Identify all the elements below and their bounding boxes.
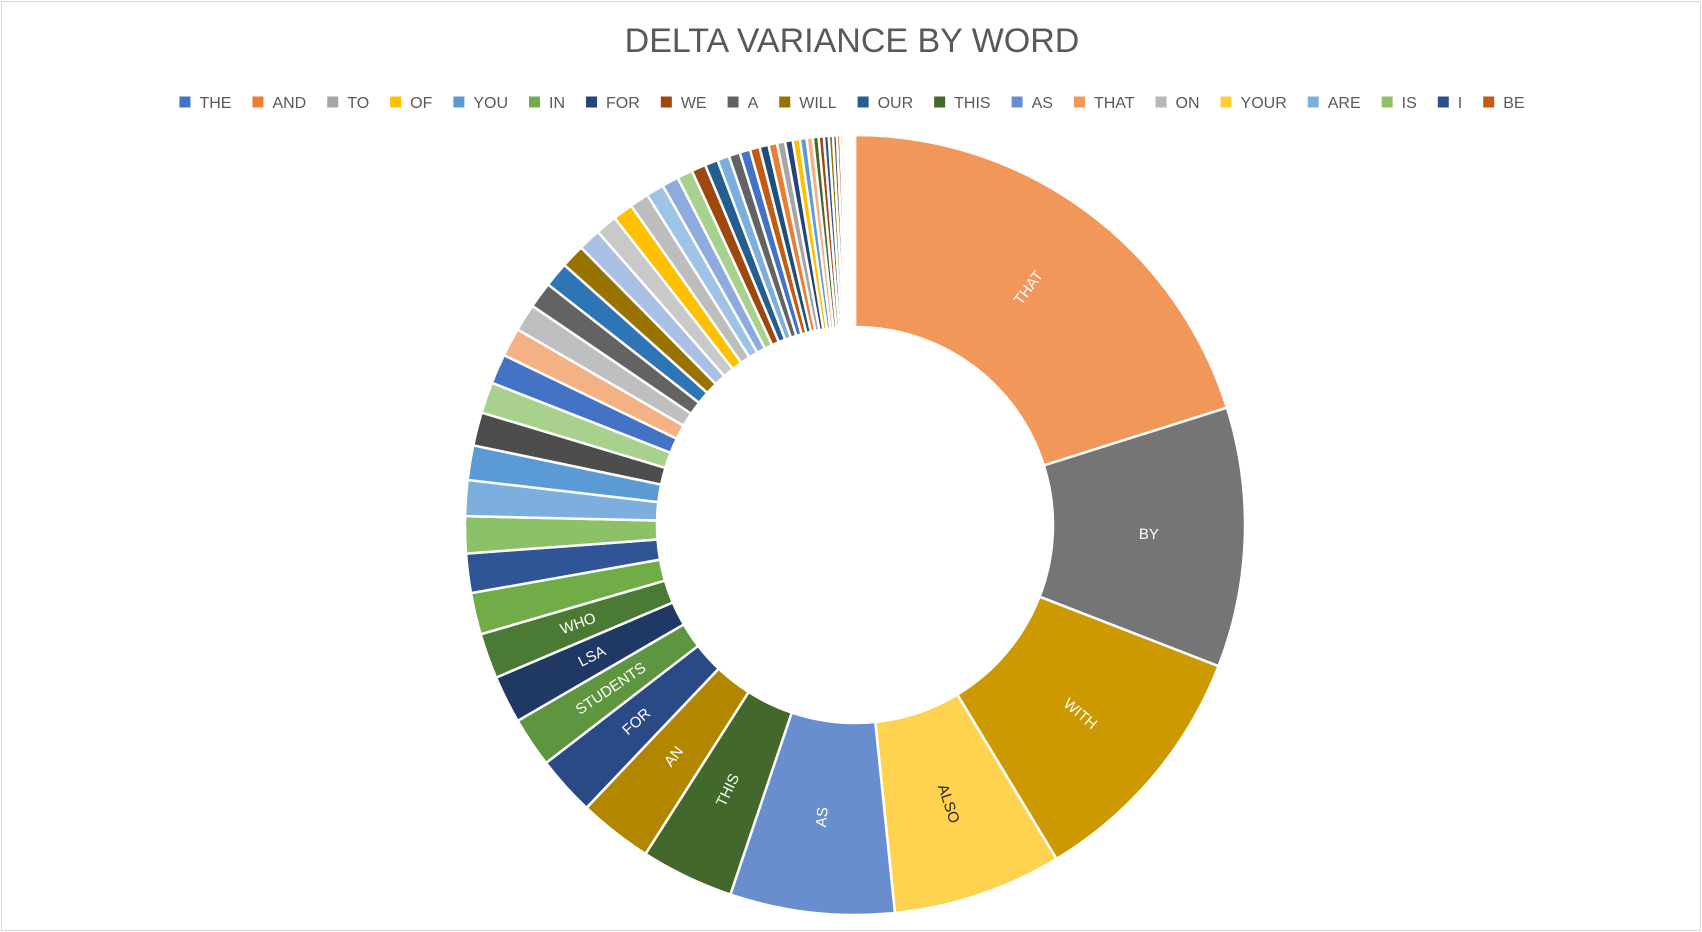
legend-swatch bbox=[529, 96, 541, 108]
legend-label: BE bbox=[1503, 95, 1524, 112]
legend-item: WE bbox=[660, 95, 707, 112]
chart-title: DELTA VARIANCE BY WORD bbox=[625, 22, 1080, 60]
legend-item: WILL bbox=[779, 95, 837, 112]
legend-label: ARE bbox=[1328, 95, 1361, 112]
legend-swatch bbox=[1220, 96, 1232, 108]
legend-label: IS bbox=[1402, 95, 1417, 112]
legend-swatch bbox=[1011, 96, 1023, 108]
legend-swatch bbox=[252, 96, 264, 108]
legend-item: I bbox=[1437, 95, 1462, 112]
legend-swatch bbox=[390, 96, 402, 108]
legend-label: I bbox=[1458, 95, 1462, 112]
legend-item: OUR bbox=[857, 95, 914, 112]
donut-slice bbox=[852, 133, 857, 329]
legend-label: YOUR bbox=[1241, 95, 1287, 112]
legend-swatch bbox=[857, 96, 869, 108]
legend-label: WILL bbox=[799, 95, 836, 112]
legend-swatch bbox=[660, 96, 672, 108]
donut-slices bbox=[463, 133, 1247, 917]
legend-swatch bbox=[327, 96, 339, 108]
legend-label: WE bbox=[681, 95, 707, 112]
legend-label: THAT bbox=[1094, 95, 1135, 112]
legend-item: THAT bbox=[1073, 95, 1135, 112]
legend-label: IN bbox=[549, 95, 565, 112]
legend-item: A bbox=[727, 95, 759, 112]
legend-item: AS bbox=[1011, 95, 1053, 112]
legend-item: AND bbox=[252, 95, 306, 112]
legend-swatch bbox=[1073, 96, 1085, 108]
legend-label: THE bbox=[199, 95, 231, 112]
legend-item: YOUR bbox=[1220, 95, 1287, 112]
legend-swatch bbox=[1437, 96, 1449, 108]
chart-legend: THE AND TO OF YOU IN FOR WE A WILL OUR THIS AS THAT ON… bbox=[179, 95, 1525, 112]
legend-item: THE bbox=[179, 95, 231, 112]
legend-label: FOR bbox=[606, 95, 640, 112]
legend-label: THIS bbox=[954, 95, 990, 112]
legend-item: OF bbox=[390, 95, 433, 112]
legend-item: ON bbox=[1155, 95, 1200, 112]
legend-label: AS bbox=[1032, 95, 1053, 112]
legend-label: A bbox=[748, 95, 759, 112]
legend-swatch bbox=[1483, 96, 1495, 108]
legend-item: TO bbox=[327, 95, 369, 112]
legend-item: THIS bbox=[934, 95, 991, 112]
legend-label: ON bbox=[1176, 95, 1200, 112]
legend-label: YOU bbox=[473, 95, 508, 112]
legend-label: AND bbox=[272, 95, 306, 112]
legend-swatch bbox=[1155, 96, 1167, 108]
legend-swatch bbox=[1307, 96, 1319, 108]
legend-item: ARE bbox=[1307, 95, 1361, 112]
legend-swatch bbox=[1381, 96, 1393, 108]
legend-swatch bbox=[779, 96, 791, 108]
legend-swatch bbox=[727, 96, 739, 108]
legend-swatch bbox=[586, 96, 598, 108]
slice-label: AS bbox=[813, 806, 832, 828]
legend-swatch bbox=[934, 96, 946, 108]
legend-label: OUR bbox=[878, 95, 914, 112]
donut-slice bbox=[1038, 406, 1247, 668]
legend-label: OF bbox=[410, 95, 432, 112]
legend-item: IS bbox=[1381, 95, 1417, 112]
legend-item: FOR bbox=[586, 95, 640, 112]
slice-label: BY bbox=[1139, 526, 1160, 544]
legend-label: TO bbox=[347, 95, 369, 112]
legend-swatch bbox=[179, 96, 191, 108]
donut-slice bbox=[853, 133, 1229, 467]
legend-item: IN bbox=[529, 95, 565, 112]
legend-item: YOU bbox=[453, 95, 508, 112]
legend-swatch bbox=[453, 96, 465, 108]
legend-item: BE bbox=[1483, 95, 1525, 112]
